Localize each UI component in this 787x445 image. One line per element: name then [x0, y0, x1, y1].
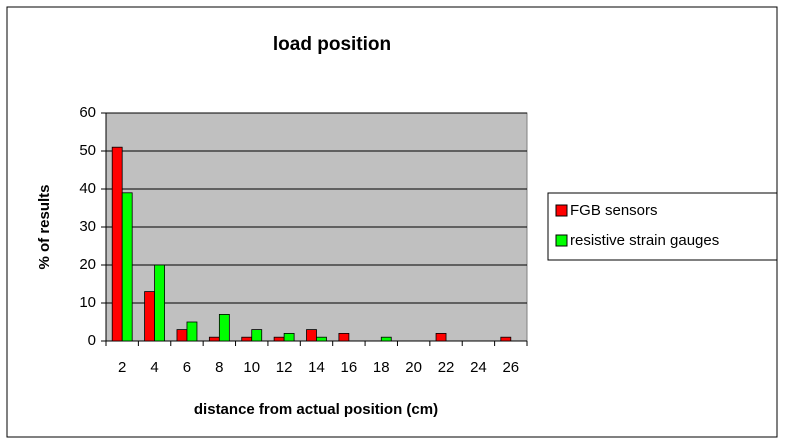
bar: [273, 336, 285, 342]
bar: [380, 336, 392, 342]
bar: [306, 329, 317, 342]
bar: [435, 332, 447, 342]
x-tick-label: 14: [308, 359, 325, 376]
x-tick-label: 8: [215, 359, 223, 376]
x-tick-label: 18: [373, 359, 390, 376]
bar: [218, 313, 230, 342]
x-tick-label: 20: [405, 359, 422, 376]
y-tick-label: 0: [88, 332, 96, 349]
x-tick-label: 6: [183, 359, 191, 376]
x-tick-label: 12: [276, 359, 293, 376]
legend-label: resistive strain gauges: [570, 232, 719, 249]
y-tick-label: 50: [79, 142, 96, 159]
bar: [251, 329, 263, 342]
bar: [111, 146, 123, 342]
y-tick-label: 60: [79, 104, 96, 121]
bar: [154, 264, 165, 342]
bar: [208, 336, 220, 342]
y-tick-label: 10: [79, 294, 96, 311]
x-tick-label: 10: [243, 359, 260, 376]
x-tick-label: 16: [341, 359, 358, 376]
x-tick-label: 2: [118, 359, 126, 376]
x-tick-label: 24: [470, 359, 487, 376]
bar: [121, 192, 133, 342]
bar: [338, 332, 350, 342]
y-tick-label: 40: [79, 180, 96, 197]
y-tick-label: 20: [79, 256, 96, 273]
legend-box: [547, 192, 778, 261]
y-axis-label: % of results: [36, 184, 53, 269]
bar: [176, 329, 188, 342]
bar: [500, 336, 512, 342]
bar: [144, 291, 155, 342]
bar: [241, 336, 253, 342]
x-tick-label: 4: [150, 359, 158, 376]
bar: [283, 332, 295, 342]
x-tick-label: 22: [438, 359, 455, 376]
bar: [186, 321, 198, 342]
legend-swatch: [555, 234, 568, 247]
x-axis-label: distance from actual position (cm): [194, 401, 438, 418]
y-tick-label: 30: [79, 218, 96, 235]
x-tick-label: 26: [502, 359, 519, 376]
legend-swatch: [555, 204, 568, 217]
legend-label: FGB sensors: [570, 202, 658, 219]
chart-title: load position: [273, 34, 391, 55]
bar: [316, 336, 327, 342]
